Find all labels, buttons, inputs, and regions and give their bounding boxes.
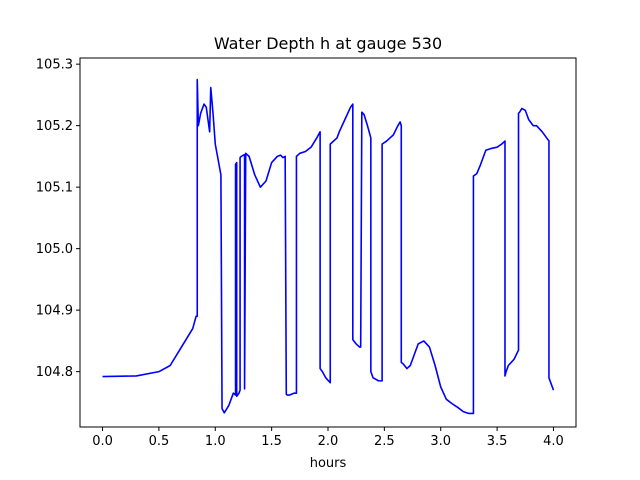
x-tick-label: 3.5 bbox=[487, 434, 508, 449]
chart-title: Water Depth h at gauge 530 bbox=[214, 34, 442, 53]
series-line-0 bbox=[102, 78, 555, 415]
y-tick-label: 105.0 bbox=[36, 242, 73, 257]
y-tick-label: 105.2 bbox=[36, 119, 73, 134]
y-tick-label: 104.9 bbox=[36, 304, 73, 319]
y-tick-label: 104.8 bbox=[36, 365, 73, 380]
y-axis: 104.8 104.9 105.0 105.1 105.2 105.3 bbox=[36, 58, 80, 380]
y-tick-label: 105.3 bbox=[36, 58, 73, 73]
x-axis-label: hours bbox=[310, 456, 347, 471]
x-axis: 0.0 0.5 1.0 1.5 2.0 2.5 3.0 3.5 4.0 bbox=[92, 427, 564, 449]
x-tick-label: 2.0 bbox=[318, 434, 339, 449]
x-tick-label: 1.0 bbox=[205, 434, 226, 449]
y-tick-label: 105.1 bbox=[36, 181, 73, 196]
x-tick-label: 3.0 bbox=[430, 434, 451, 449]
x-tick-label: 0.5 bbox=[149, 434, 170, 449]
x-tick-label: 2.5 bbox=[374, 434, 395, 449]
x-tick-label: 4.0 bbox=[543, 434, 564, 449]
x-tick-label: 1.5 bbox=[261, 434, 282, 449]
x-tick-label: 0.0 bbox=[92, 434, 113, 449]
plot-area bbox=[102, 78, 555, 415]
